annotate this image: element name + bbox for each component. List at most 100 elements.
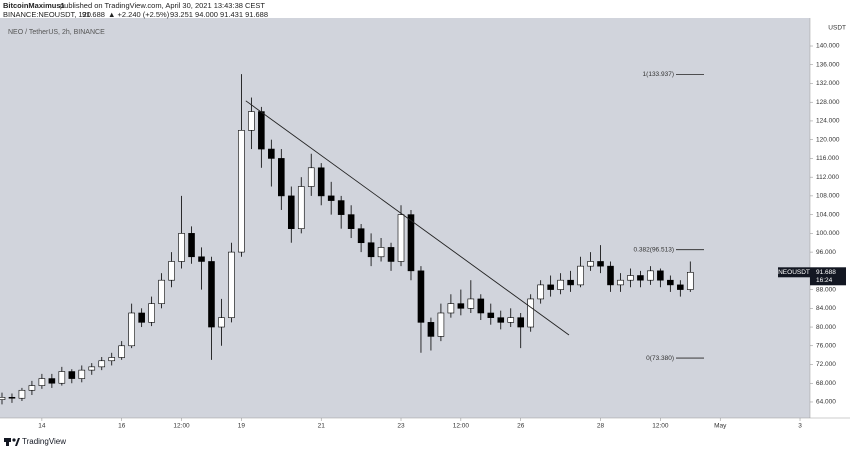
candle-body <box>0 396 6 400</box>
candle-body <box>657 270 664 281</box>
candle-body <box>248 111 255 131</box>
x-tick-label: 3 <box>798 423 802 430</box>
candle-body <box>317 167 325 197</box>
x-tick-label: 26 <box>517 423 525 430</box>
y-tick-label: 116.000 <box>816 155 839 162</box>
candle-body <box>607 265 614 286</box>
tv-logo <box>4 438 20 446</box>
candle-body <box>188 233 195 258</box>
y-tick-label: 104.000 <box>816 211 840 218</box>
y-tick-label: 140.000 <box>816 43 840 50</box>
candle-body <box>108 357 116 362</box>
candle-body <box>587 261 594 267</box>
y-tick-label: 112.000 <box>816 174 839 181</box>
last-price: 91.688 <box>82 10 105 19</box>
fib-label: 0.382(96.513) <box>634 246 674 253</box>
candle-body <box>357 228 365 244</box>
published: published on TradingView.com, April 30, … <box>60 1 265 10</box>
candle-body <box>517 317 525 328</box>
candle-body <box>58 371 66 384</box>
x-tick-label: 28 <box>597 423 605 430</box>
candle-body <box>138 312 145 323</box>
candle-body <box>88 366 96 371</box>
candle-body <box>337 200 345 215</box>
x-tick-label: 12:00 <box>652 423 669 430</box>
y-tick-label: 68.000 <box>816 380 836 387</box>
y-tick-label: 128.000 <box>816 99 840 106</box>
brand: TradingView <box>22 437 66 446</box>
y-tick-label: 100.000 <box>816 230 840 237</box>
y-tick-label: 64.000 <box>816 399 836 406</box>
y-tick-label: 88.000 <box>816 286 836 293</box>
candle-body <box>577 265 584 286</box>
axis-unit: USDT <box>828 25 846 32</box>
candle-body <box>437 312 445 337</box>
candle-body <box>48 378 56 384</box>
candle-body <box>457 303 465 309</box>
x-tick-label: 16 <box>118 423 126 430</box>
candle-body <box>98 360 106 368</box>
candle-body <box>238 130 245 253</box>
change: ▲ +2.240 (+2.5%) <box>108 10 170 19</box>
candle-body <box>467 298 475 309</box>
x-tick-label: 23 <box>397 423 405 430</box>
candle-body <box>78 369 86 379</box>
candle-body <box>447 303 455 314</box>
candle-body <box>38 378 46 386</box>
candle-body <box>677 284 684 290</box>
candle-body <box>557 279 564 290</box>
candle-body <box>128 312 135 347</box>
candle-body <box>28 385 36 391</box>
candle-body <box>567 279 574 286</box>
x-tick-label: 12:00 <box>453 423 470 430</box>
candle-body <box>118 345 125 358</box>
candle-body <box>477 298 485 314</box>
fib-label: 1(133.937) <box>643 71 674 78</box>
y-tick-label: 72.000 <box>816 361 836 368</box>
candle-body <box>647 270 654 281</box>
candle-body <box>18 389 26 399</box>
last-price-symbol-box <box>778 267 810 278</box>
candle-body <box>497 317 505 323</box>
candle-body <box>198 256 205 262</box>
candle-body <box>597 261 604 267</box>
candle-body <box>537 284 544 300</box>
candle-body <box>387 247 395 262</box>
candle-body <box>487 312 495 318</box>
candle-body <box>427 322 435 337</box>
candle-body <box>527 298 534 328</box>
y-tick-label: 76.000 <box>816 342 836 349</box>
candle-body <box>627 275 634 281</box>
candle-body <box>377 247 385 258</box>
author: BitcoinMaximus1 <box>3 1 65 10</box>
candle-body <box>687 271 694 290</box>
ohlc: 93.251 94.000 91.431 91.688 <box>170 10 268 19</box>
last-price-box <box>810 267 846 286</box>
candle-body <box>417 270 425 323</box>
last-price: 91.688 <box>816 269 836 276</box>
candle-body <box>178 233 185 262</box>
candle-body <box>148 303 155 323</box>
chart-title: NEO / TetherUS, 2h, BINANCE <box>8 29 105 36</box>
y-tick-label: 80.000 <box>816 324 836 331</box>
x-tick-label: 12:00 <box>173 423 190 430</box>
y-tick-label: 120.000 <box>816 136 840 143</box>
candle-body <box>667 279 674 286</box>
candle-body <box>208 261 215 328</box>
candle-body <box>367 242 375 258</box>
x-tick-label: May <box>714 423 727 430</box>
candle-body <box>268 148 275 159</box>
candle-body <box>228 251 235 318</box>
y-tick-label: 84.000 <box>816 305 836 312</box>
candle-body <box>327 195 335 201</box>
candle-body <box>397 214 405 262</box>
x-tick-label: 14 <box>38 423 46 430</box>
candle-body <box>347 214 355 229</box>
candle-body <box>407 214 415 272</box>
last-price-symbol: NEOUSDT <box>778 269 810 276</box>
candle-body <box>307 167 315 187</box>
candle-body <box>297 186 305 229</box>
fib-label: 0(73.380) <box>646 355 674 362</box>
